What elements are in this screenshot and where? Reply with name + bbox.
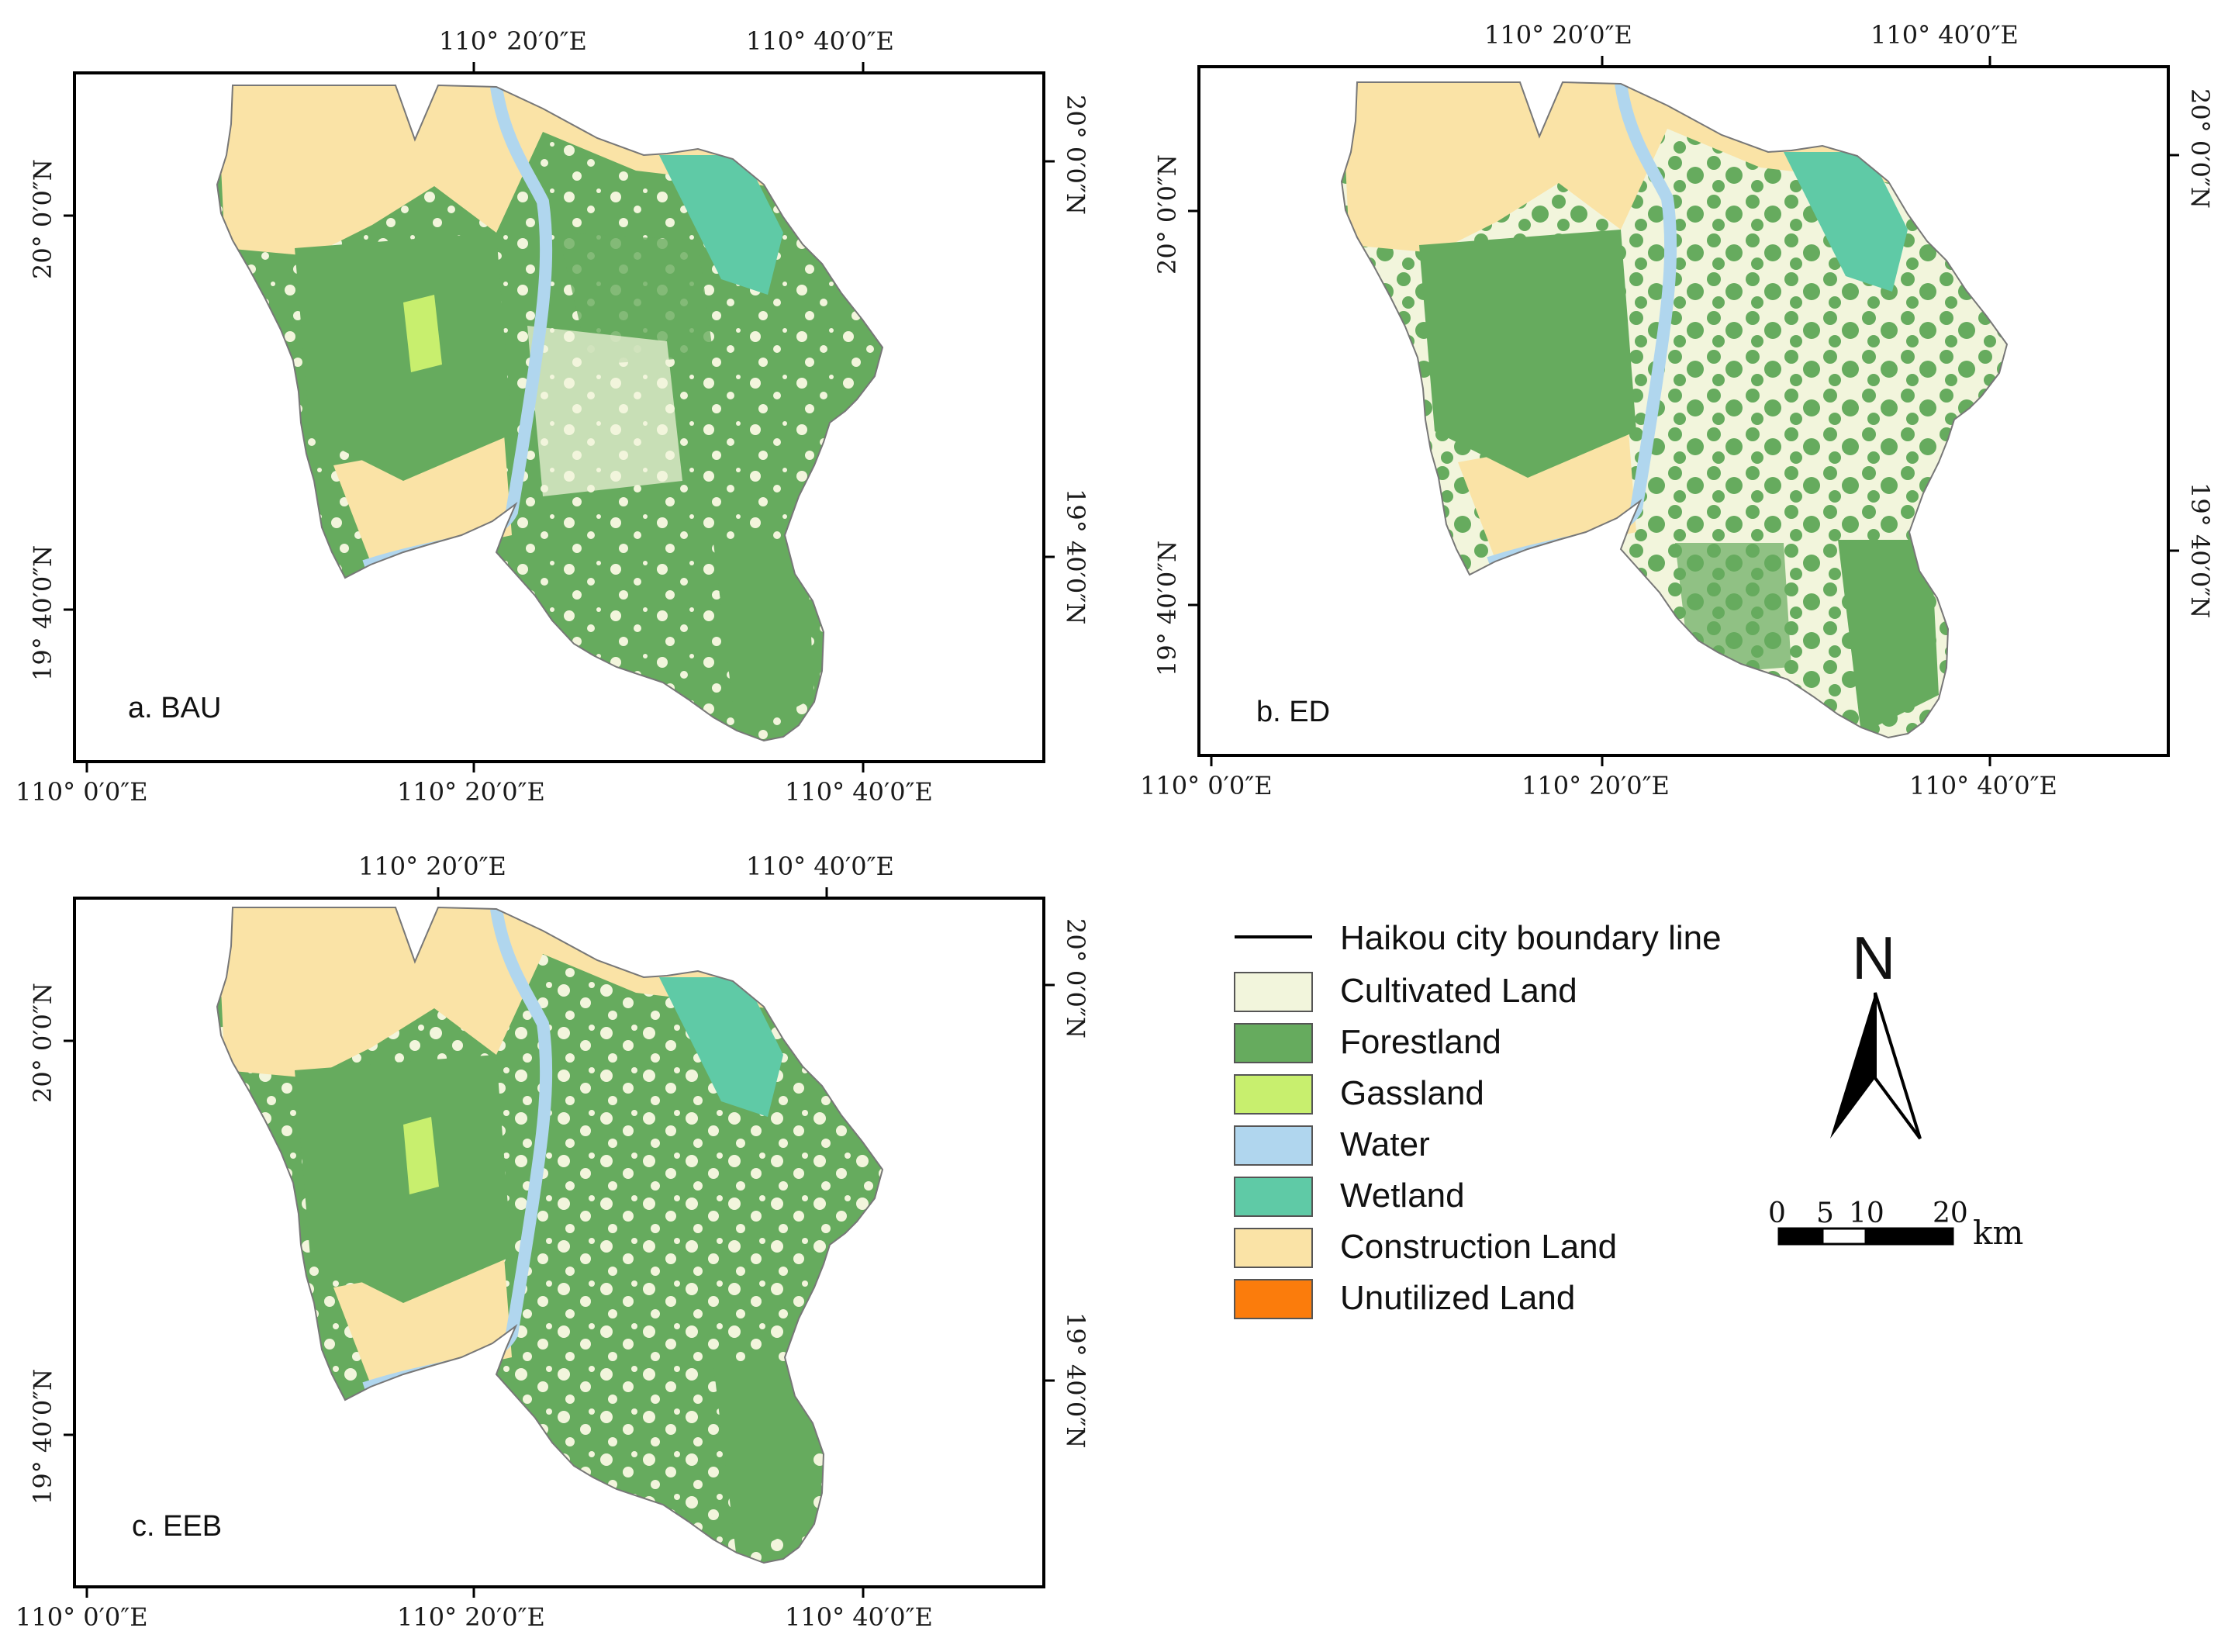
top-tick-2: 110° 40′0″E: [746, 852, 894, 881]
legend-swatch: [1234, 1125, 1313, 1166]
scale-segment: [1864, 1227, 1954, 1246]
panel-frame: [1197, 65, 2170, 757]
panel-label: c. EEB: [132, 1510, 222, 1543]
scale-unit: km: [1973, 1214, 2023, 1252]
legend-item: Construction Land: [1234, 1228, 1617, 1268]
legend-swatch: [1234, 1228, 1313, 1268]
panel-label: b. ED: [1256, 696, 1330, 728]
legend-label: Forestland: [1340, 1023, 1501, 1061]
top-tick-1: 110° 20′0″E: [358, 852, 506, 881]
bottom-tick-1: 110° 0′0″E: [16, 777, 148, 807]
panel-eeb: 110° 20′0″E 110° 40′0″E 110° 0′0″E 110° …: [16, 852, 1090, 1632]
top-tick-2: 110° 40′0″E: [1870, 20, 2019, 50]
legend-item: Water: [1234, 1125, 1430, 1166]
right-tick-1: 20° 0′0″N: [2185, 88, 2215, 209]
north-arrow-outline-icon: [1874, 992, 1922, 1140]
panel-frame: [73, 71, 1045, 763]
top-tick-2: 110° 40′0″E: [746, 26, 894, 56]
land-use-raster: [217, 85, 883, 741]
right-tick-1: 20° 0′0″N: [1061, 95, 1090, 215]
legend-swatch: [1234, 1023, 1313, 1063]
legend: Haikou city boundary line Cultivated Lan…: [1234, 919, 1722, 1319]
right-tick-1: 20° 0′0″N: [1061, 918, 1090, 1039]
bottom-tick-1: 110° 0′0″E: [16, 1602, 148, 1632]
legend-item: Forestland: [1234, 1023, 1501, 1063]
legend-item: Gassland: [1234, 1074, 1484, 1115]
bottom-tick-2: 110° 20′0″E: [397, 1602, 545, 1632]
legend-item: Wetland: [1234, 1177, 1465, 1217]
left-tick-1: 20° 0′0″N: [28, 983, 57, 1103]
bottom-tick-1: 110° 0′0″E: [1140, 771, 1273, 800]
left-tick-2: 19° 40′0″N: [28, 545, 57, 681]
top-tick-1: 110° 20′0″E: [439, 26, 587, 56]
legend-item: Cultivated Land: [1234, 972, 1577, 1012]
scale-label-10: 10: [1849, 1198, 1884, 1229]
left-tick-1: 20° 0′0″N: [1152, 154, 1182, 275]
scale-bar: 0 5 10 20 km: [1768, 1198, 2023, 1252]
scale-label-5: 5: [1816, 1198, 1834, 1229]
legend-swatch: [1234, 972, 1313, 1012]
legend-label: Gassland: [1340, 1074, 1484, 1112]
right-tick-2: 19° 40′0″N: [1061, 1312, 1090, 1448]
left-tick-1: 20° 0′0″N: [28, 159, 57, 279]
right-tick-2: 19° 40′0″N: [2185, 482, 2215, 618]
scale-label-0: 0: [1768, 1198, 1786, 1229]
scale-segment: [1777, 1227, 1824, 1246]
land-use-raster: [1342, 82, 2007, 738]
legend-boundary-label: Haikou city boundary line: [1340, 919, 1722, 957]
bottom-tick-2: 110° 20′0″E: [1522, 771, 1670, 800]
legend-label: Unutilized Land: [1340, 1279, 1575, 1317]
bottom-tick-2: 110° 20′0″E: [397, 777, 545, 807]
legend-label: Construction Land: [1340, 1228, 1617, 1266]
panel-frame: [73, 897, 1045, 1588]
legend-swatch: [1234, 1074, 1313, 1115]
legend-label: Cultivated Land: [1340, 972, 1577, 1010]
scale-segment: [1821, 1227, 1867, 1246]
legend-swatch: [1234, 1279, 1313, 1319]
scale-label-20: 20: [1933, 1198, 1968, 1229]
legend-item: Unutilized Land: [1234, 1279, 1575, 1319]
legend-label: Wetland: [1340, 1177, 1465, 1215]
legend-label: Water: [1340, 1125, 1430, 1163]
right-tick-2: 19° 40′0″N: [1061, 489, 1090, 624]
top-tick-1: 110° 20′0″E: [1484, 20, 1632, 50]
left-tick-2: 19° 40′0″N: [1152, 541, 1182, 676]
land-use-raster: [217, 907, 883, 1563]
legend-swatch: [1234, 1177, 1313, 1217]
panel-ed: 110° 20′0″E 110° 40′0″E 110° 0′0″E 110° …: [1140, 20, 2215, 800]
north-letter: N: [1852, 924, 1895, 992]
bottom-tick-3: 110° 40′0″E: [785, 1602, 933, 1632]
north-arrow: N: [1830, 924, 1922, 1140]
left-tick-2: 19° 40′0″N: [28, 1369, 57, 1505]
panel-label: a. BAU: [128, 692, 221, 724]
bottom-tick-3: 110° 40′0″E: [785, 777, 933, 807]
bottom-tick-3: 110° 40′0″E: [1909, 771, 2057, 800]
north-arrow-icon: [1830, 993, 1875, 1139]
panel-bau: 110° 20′0″E 110° 40′0″E 110° 0′0″E 110° …: [16, 26, 1090, 807]
